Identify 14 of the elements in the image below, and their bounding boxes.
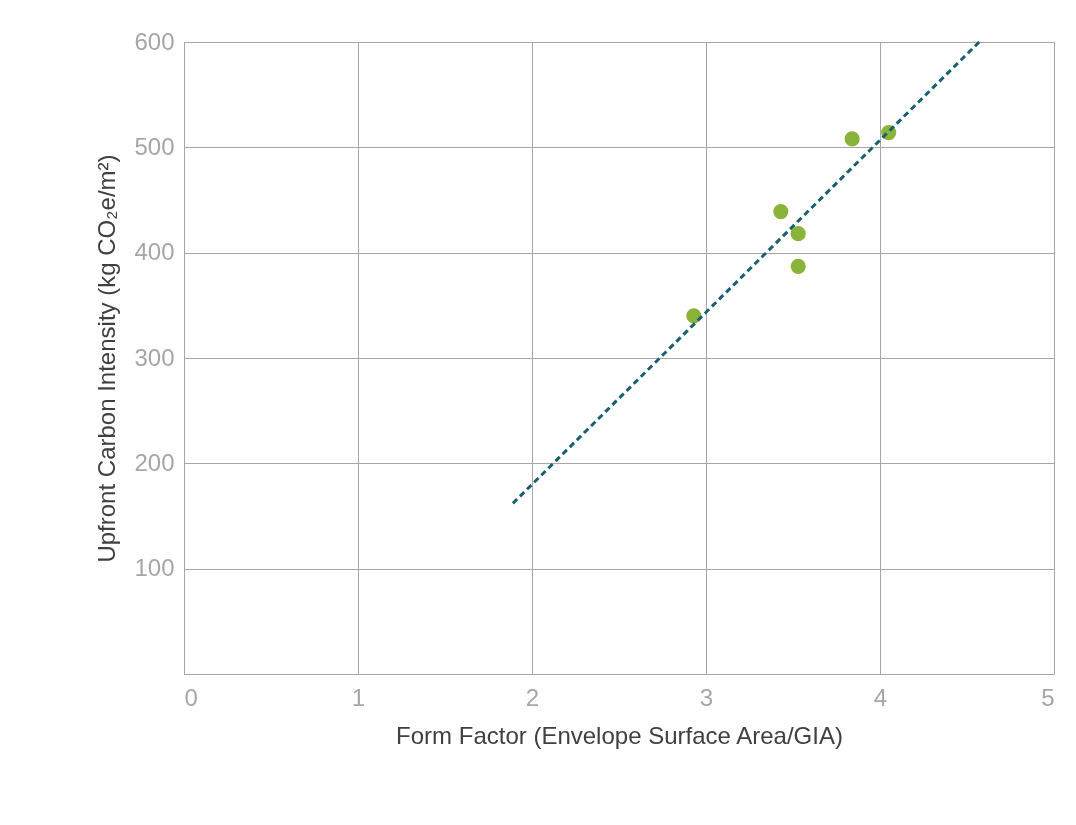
y-tick-label: 400 <box>134 238 175 266</box>
x-axis-title: Form Factor (Envelope Surface Area/GIA) <box>396 721 843 749</box>
x-tick-label: 5 <box>1041 683 1055 711</box>
y-tick-label: 100 <box>134 554 175 582</box>
x-tick-label: 2 <box>525 683 540 711</box>
y-tick-label: 600 <box>134 27 175 55</box>
x-tick-label: 4 <box>873 683 888 711</box>
x-tick-label: 0 <box>184 683 198 711</box>
y-axis-title: Upfront Carbon Intensity (kg CO₂e/m²) <box>93 154 121 563</box>
y-tick-label: 200 <box>134 448 175 476</box>
y-tick-label: 300 <box>134 343 175 371</box>
x-tick-label: 3 <box>699 683 714 711</box>
y-tick-label: 500 <box>134 132 175 160</box>
x-tick-label: 1 <box>351 683 366 711</box>
